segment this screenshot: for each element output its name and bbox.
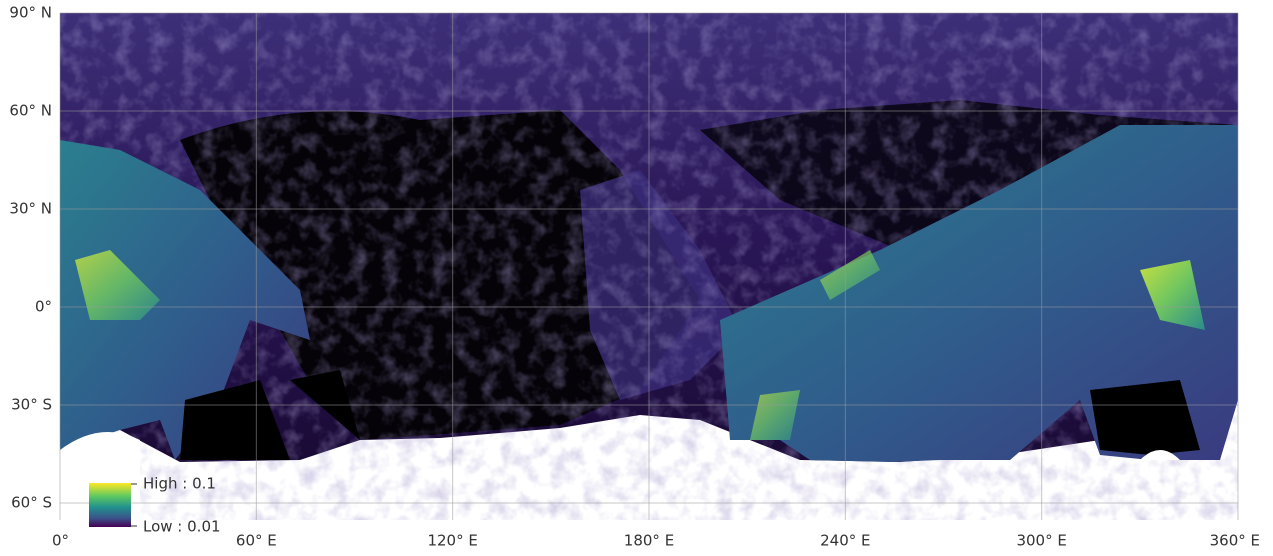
y-tick-label: 60° S xyxy=(11,494,52,512)
legend-high: High : 0.1 xyxy=(143,475,216,493)
map-figure: 0° 60° E 120° E 180° E 240° E 300° E 360° E 90°… xyxy=(0,0,1273,556)
x-tick-label: 180° E xyxy=(624,532,674,550)
x-tick-label: 120° E xyxy=(427,532,477,550)
y-tick-label: 60° N xyxy=(9,102,52,120)
y-tick-label: 30° N xyxy=(9,200,52,218)
y-tick-label: 90° N xyxy=(9,4,52,22)
legend-low: Low : 0.01 xyxy=(143,518,221,536)
x-tick-label: 240° E xyxy=(820,532,870,550)
legend-colorbar xyxy=(89,483,131,527)
x-tick-label: 60° E xyxy=(236,532,277,550)
x-tick-label: 360° E xyxy=(1210,532,1260,550)
x-tick-label: 300° E xyxy=(1016,532,1066,550)
x-tick-label: 0° xyxy=(52,532,69,550)
y-tick-label: 0° xyxy=(35,298,52,316)
y-tick-label: 30° S xyxy=(11,396,52,414)
